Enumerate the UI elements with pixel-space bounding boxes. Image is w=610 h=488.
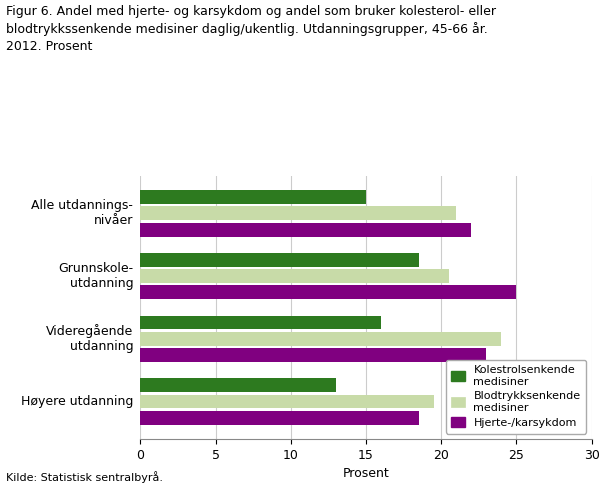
Bar bbox=[140, 269, 449, 283]
Bar bbox=[140, 253, 418, 266]
Bar bbox=[140, 206, 456, 220]
Bar bbox=[140, 395, 434, 408]
Bar bbox=[140, 190, 366, 204]
Bar bbox=[140, 348, 486, 362]
Bar bbox=[140, 411, 418, 425]
Text: Kilde: Statistisk sentralbyrå.: Kilde: Statistisk sentralbyrå. bbox=[6, 471, 163, 483]
Legend: Kolestrolsenkende
medisiner, Blodtrykksenkende
medisiner, Hjerte-/karsykdom: Kolestrolsenkende medisiner, Blodtrykkse… bbox=[446, 360, 586, 434]
X-axis label: Prosent: Prosent bbox=[343, 468, 389, 481]
Bar bbox=[140, 223, 472, 237]
Bar bbox=[140, 332, 501, 346]
Bar bbox=[140, 316, 381, 329]
Bar bbox=[140, 378, 336, 392]
Text: Figur 6. Andel med hjerte- og karsykdom og andel som bruker kolesterol- eller
bl: Figur 6. Andel med hjerte- og karsykdom … bbox=[6, 5, 496, 53]
Bar bbox=[140, 285, 517, 299]
